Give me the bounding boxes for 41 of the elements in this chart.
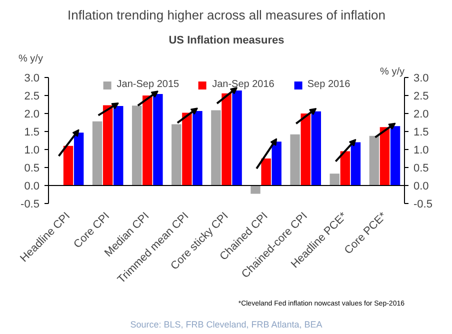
- legend-label: Jan-Sep 2015: [116, 79, 180, 90]
- bar: [222, 93, 232, 186]
- bar: [182, 112, 192, 186]
- y-axis-title: % y/y: [18, 54, 43, 64]
- bar: [132, 106, 142, 186]
- y-tick-label: 0.5: [24, 162, 40, 174]
- bar: [211, 110, 221, 186]
- chart-title: Inflation trending higher across all measures of inflation: [68, 8, 386, 22]
- y-tick-label: 0.0: [24, 180, 40, 192]
- bar: [261, 158, 271, 186]
- y2-tick-label: 2.5: [414, 90, 429, 102]
- y2-tick-label: 0.5: [414, 162, 429, 174]
- bar: [102, 105, 113, 186]
- chart-subtitle: US Inflation measures: [168, 34, 284, 46]
- bar: [172, 124, 182, 186]
- y-tick-label: 2.5: [24, 90, 40, 102]
- bar: [330, 174, 340, 186]
- bar: [290, 134, 300, 186]
- bar: [300, 114, 310, 186]
- y-tick-label: -0.5: [20, 198, 40, 210]
- bar: [63, 146, 74, 186]
- bar: [380, 127, 390, 186]
- y2-tick-label: 0.0: [414, 180, 429, 192]
- y2-tick-label: 1.0: [414, 144, 429, 156]
- y2-tick-label: 1.5: [414, 126, 429, 138]
- y2-tick-label: 2.0: [414, 108, 429, 120]
- bar: [369, 136, 380, 186]
- bar: [142, 96, 152, 186]
- bar: [340, 151, 350, 186]
- y-tick-label: 2.0: [24, 108, 40, 120]
- legend-label: Sep 2016: [307, 79, 350, 90]
- y2-axis-title: % y/y: [380, 66, 405, 78]
- y-tick-label: 3.0: [24, 72, 40, 84]
- bar: [250, 186, 260, 194]
- source-note: Source: BLS, FRB Cleveland, FRB Atlanta, BEA: [130, 320, 322, 330]
- y2-tick-label: 3.0: [414, 72, 429, 84]
- y2-tick-label: -0.5: [414, 198, 432, 210]
- y-tick-label: 1.0: [24, 144, 40, 156]
- legend-label: Jan-Sep 2016: [212, 79, 274, 90]
- bar: [92, 121, 102, 186]
- y-tick-label: 1.5: [24, 126, 40, 138]
